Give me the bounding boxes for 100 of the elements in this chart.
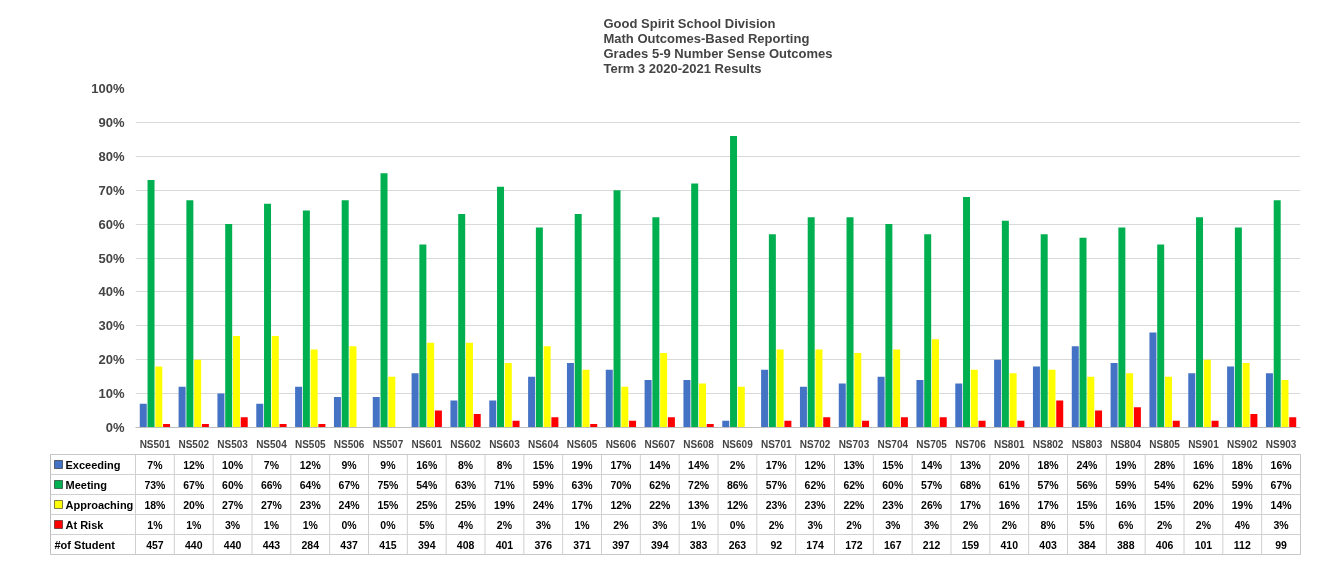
x-tick-label: NS805 <box>1149 438 1181 450</box>
bar <box>194 359 202 428</box>
bar <box>1110 363 1118 428</box>
data-label: 7% <box>147 458 164 471</box>
data-label: 10% <box>222 458 244 471</box>
data-label: 15% <box>1154 498 1176 511</box>
bar <box>621 386 629 428</box>
data-label: 1% <box>302 518 319 531</box>
text: 403 <box>1039 538 1057 551</box>
bar <box>1250 413 1258 428</box>
x-tick-label: NS608 <box>683 438 715 450</box>
data-label: 62% <box>649 478 671 491</box>
data-label: 60% <box>882 478 904 491</box>
data-label: 2% <box>729 458 746 471</box>
bar <box>349 346 357 428</box>
bar <box>1071 346 1079 428</box>
bar <box>380 173 388 428</box>
text: 384 <box>1078 538 1096 551</box>
text: 457 <box>146 538 164 551</box>
data-label: 3% <box>807 518 824 531</box>
data-label: 68% <box>959 478 982 491</box>
data-label: 6% <box>1118 518 1134 531</box>
bar <box>963 196 971 428</box>
bar <box>667 417 675 428</box>
data-label: 27% <box>260 498 283 511</box>
data-label: 20% <box>183 498 205 511</box>
data-label: 16% <box>1192 458 1215 471</box>
data-label: 28% <box>1154 458 1176 471</box>
bar <box>823 417 831 428</box>
data-label: 3% <box>652 518 668 531</box>
bar <box>776 349 784 428</box>
text: 263 <box>728 538 747 551</box>
text: 394 <box>417 538 436 551</box>
bar <box>893 349 901 428</box>
bar <box>900 417 908 428</box>
bar <box>178 386 186 428</box>
bar <box>1095 410 1103 428</box>
text: 174 <box>806 538 824 551</box>
data-label: 16% <box>416 458 438 471</box>
bar <box>489 400 497 428</box>
data-label: 57% <box>921 478 943 491</box>
legend-label: Exceeding <box>65 458 121 471</box>
text: 406 <box>1155 538 1174 551</box>
bar <box>683 380 691 428</box>
bar <box>1009 373 1017 428</box>
text: 397 <box>612 538 630 551</box>
data-label: 75% <box>377 478 400 491</box>
text: 212 <box>922 538 941 551</box>
text: 371 <box>573 538 591 551</box>
data-label: 67% <box>338 478 361 491</box>
data-label: 2% <box>1001 518 1018 531</box>
bar <box>652 217 660 428</box>
text: 394 <box>650 538 669 551</box>
bar <box>877 376 885 428</box>
data-label: 18% <box>1037 458 1060 471</box>
data-label: 13% <box>843 458 866 471</box>
chart-title: Good Spirit School Division Math Outcomes-Based Reporting Grades 5-9 Number Sense Outcomes Term 3 2020-2021 Results <box>603 15 833 76</box>
data-label: 2% <box>962 518 979 531</box>
data-label: 9% <box>341 458 358 471</box>
y-tick-label: 100% <box>91 81 125 96</box>
bar <box>1242 363 1250 428</box>
data-label: 14% <box>649 458 671 471</box>
data-label: 3% <box>885 518 901 531</box>
data-label: 2% <box>613 518 630 531</box>
data-label: 15% <box>882 458 904 471</box>
bar <box>528 376 536 428</box>
bar <box>768 234 776 428</box>
data-label: 0% <box>380 518 397 531</box>
text: 443 <box>262 538 281 551</box>
bar <box>1273 200 1281 428</box>
bar <box>815 349 823 428</box>
bar <box>1118 227 1126 428</box>
data-label: 3% <box>924 518 940 531</box>
data-label: 20% <box>998 458 1021 471</box>
bar <box>574 213 582 428</box>
text: 410 <box>1000 538 1019 551</box>
data-label: 22% <box>649 498 671 511</box>
data-label: 25% <box>455 498 477 511</box>
data-label: 62% <box>804 478 827 491</box>
data-label: 16% <box>1270 458 1293 471</box>
bar <box>551 417 559 428</box>
x-tick-label: NS801 <box>993 438 1025 450</box>
bar <box>543 346 551 428</box>
data-label: 67% <box>183 478 205 491</box>
data-label: 12% <box>726 498 749 511</box>
x-tick-label: NS607 <box>644 438 676 450</box>
data-label: 17% <box>959 498 982 511</box>
bar <box>924 234 932 428</box>
data-label: 24% <box>1076 458 1099 471</box>
text: 415 <box>379 538 397 551</box>
bar <box>885 224 893 428</box>
y-tick-label: 50% <box>98 250 125 266</box>
data-label: 86% <box>726 478 749 491</box>
bar <box>1289 417 1297 428</box>
data-label: 63% <box>571 478 594 491</box>
data-label: 16% <box>998 498 1021 511</box>
text: 101 <box>1194 538 1213 551</box>
data-label: 57% <box>1037 478 1060 491</box>
bar <box>1087 376 1095 428</box>
bar <box>1079 237 1087 428</box>
